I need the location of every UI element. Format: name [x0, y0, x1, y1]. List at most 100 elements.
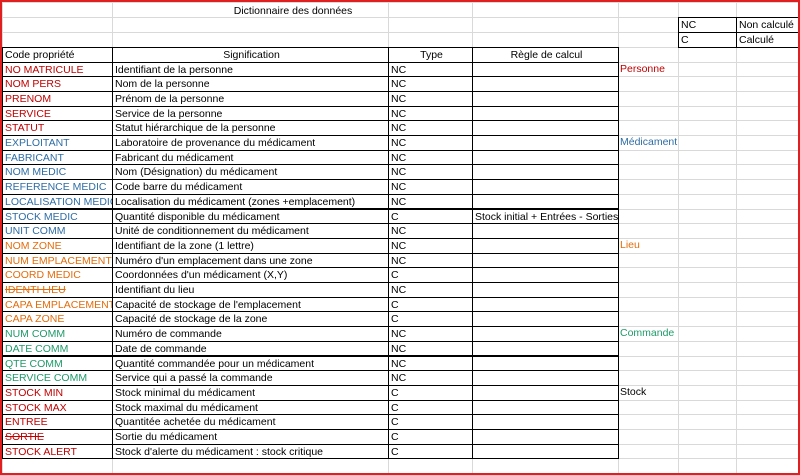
- header-cell: Code propriété: [2, 47, 113, 63]
- property-code: SORTIE: [2, 429, 113, 445]
- type: C: [388, 208, 473, 225]
- signification: Statut hiérarchique de la personne: [112, 120, 389, 136]
- signification: Prénom de la personne: [112, 90, 389, 107]
- rule-empty: [472, 223, 619, 239]
- signification: Identifiant de la personne: [112, 61, 389, 78]
- rule-empty: [472, 311, 619, 328]
- signification: Stock maximal du médicament: [112, 399, 389, 416]
- property-code: COORD MEDIC: [2, 267, 113, 283]
- property-code: SERVICE: [2, 105, 113, 122]
- grid-line: [678, 2, 679, 473]
- legend-code: NC: [678, 17, 737, 33]
- signification: Numéro de commande: [112, 326, 389, 342]
- signification: Quantitée achetée du médicament: [112, 414, 389, 430]
- rule-empty: [472, 105, 619, 122]
- group-label: Stock: [620, 385, 647, 398]
- type: NC: [388, 326, 473, 342]
- rule-empty: [472, 326, 619, 342]
- property-code: EXPLOITANT: [2, 135, 113, 151]
- signification: Identifiant de la zone (1 lettre): [112, 237, 389, 254]
- type: NC: [388, 90, 473, 107]
- property-code: NO MATRICULE: [2, 61, 113, 78]
- group-label: Commande: [620, 327, 675, 340]
- rule-empty: [472, 237, 619, 254]
- property-code: PRENOM: [2, 90, 113, 107]
- property-code: REFERENCE MEDIC: [2, 179, 113, 195]
- signification: Code barre du médicament: [112, 179, 389, 195]
- header-cell: Type: [388, 47, 473, 63]
- group-label: Lieu: [620, 238, 640, 251]
- rule-empty: [472, 179, 619, 195]
- signification: Nom (Désignation) du médicament: [112, 164, 389, 181]
- legend-label: Non calculé: [736, 17, 798, 33]
- rule-empty: [472, 355, 619, 372]
- signification: Quantité commandée pour un médicament: [112, 355, 389, 372]
- property-code: FABRICANT: [2, 149, 113, 166]
- type: NC: [388, 105, 473, 122]
- type: NC: [388, 135, 473, 151]
- property-code: ENTREE: [2, 414, 113, 430]
- rule-empty: [472, 429, 619, 445]
- property-code: NUM COMM: [2, 326, 113, 342]
- signification: Stock d'alerte du médicament : stock cri…: [112, 443, 389, 460]
- property-code: NOM ZONE: [2, 237, 113, 254]
- signification: Coordonnées d'un médicament (X,Y): [112, 267, 389, 283]
- rule-empty: [472, 90, 619, 107]
- signification: Service de la personne: [112, 105, 389, 122]
- group-label: Personne: [620, 62, 665, 75]
- signification: Sortie du médicament: [112, 429, 389, 445]
- type: NC: [388, 282, 473, 298]
- grid-line: [2, 32, 798, 33]
- rule-empty: [472, 443, 619, 460]
- signification: Capacité de stockage de l'emplacement: [112, 296, 389, 313]
- type: C: [388, 384, 473, 401]
- property-code: UNIT COMM: [2, 223, 113, 239]
- header-cell: Règle de calcul: [472, 47, 619, 63]
- property-code: SERVICE COMM: [2, 370, 113, 386]
- property-code: STOCK ALERT: [2, 443, 113, 460]
- rule-empty: [472, 414, 619, 430]
- type: NC: [388, 61, 473, 78]
- property-code: QTE COMM: [2, 355, 113, 372]
- signification: Service qui a passé la commande: [112, 370, 389, 386]
- grid-line: [2, 2, 798, 3]
- property-code: IDENTI LIEU: [2, 282, 113, 298]
- rule-empty: [472, 267, 619, 283]
- property-code: LOCALISATION MEDIC: [2, 193, 117, 210]
- signification: Nom de la personne: [112, 76, 389, 92]
- grid-line: [736, 2, 737, 473]
- property-code: NUM EMPLACEMENT: [2, 252, 113, 269]
- rule-empty: [472, 193, 619, 210]
- type: C: [388, 296, 473, 313]
- signification: Quantité disponible du médicament: [112, 208, 389, 225]
- type: C: [388, 429, 473, 445]
- grid-line: [798, 2, 799, 473]
- type: C: [388, 311, 473, 328]
- property-code: STOCK MIN: [2, 384, 113, 401]
- property-code: CAPA EMPLACEMENT: [2, 296, 115, 313]
- signification: Stock minimal du médicament: [112, 384, 389, 401]
- rule-empty: [472, 340, 619, 357]
- rule-empty: [472, 370, 619, 386]
- rule-empty: [472, 252, 619, 269]
- type: NC: [388, 237, 473, 254]
- signification: Fabricant du médicament: [112, 149, 389, 166]
- rule: Stock initial + Entrées - Sorties: [472, 208, 619, 225]
- property-code: DATE COMM: [2, 340, 113, 357]
- rule-empty: [472, 296, 619, 313]
- rule-empty: [472, 61, 619, 78]
- rule-empty: [472, 120, 619, 136]
- rule-empty: [472, 384, 619, 401]
- type: NC: [388, 340, 473, 357]
- type: NC: [388, 355, 473, 372]
- legend-label: Calculé: [736, 32, 798, 48]
- rule-empty: [472, 164, 619, 181]
- property-code: NOM MEDIC: [2, 164, 113, 181]
- group-label: Médicament: [620, 136, 678, 148]
- signification: Date de commande: [112, 340, 389, 357]
- type: NC: [388, 76, 473, 92]
- property-code: STOCK MAX: [2, 399, 113, 416]
- signification: Capacité de stockage de la zone: [112, 311, 389, 328]
- rule-empty: [472, 135, 619, 151]
